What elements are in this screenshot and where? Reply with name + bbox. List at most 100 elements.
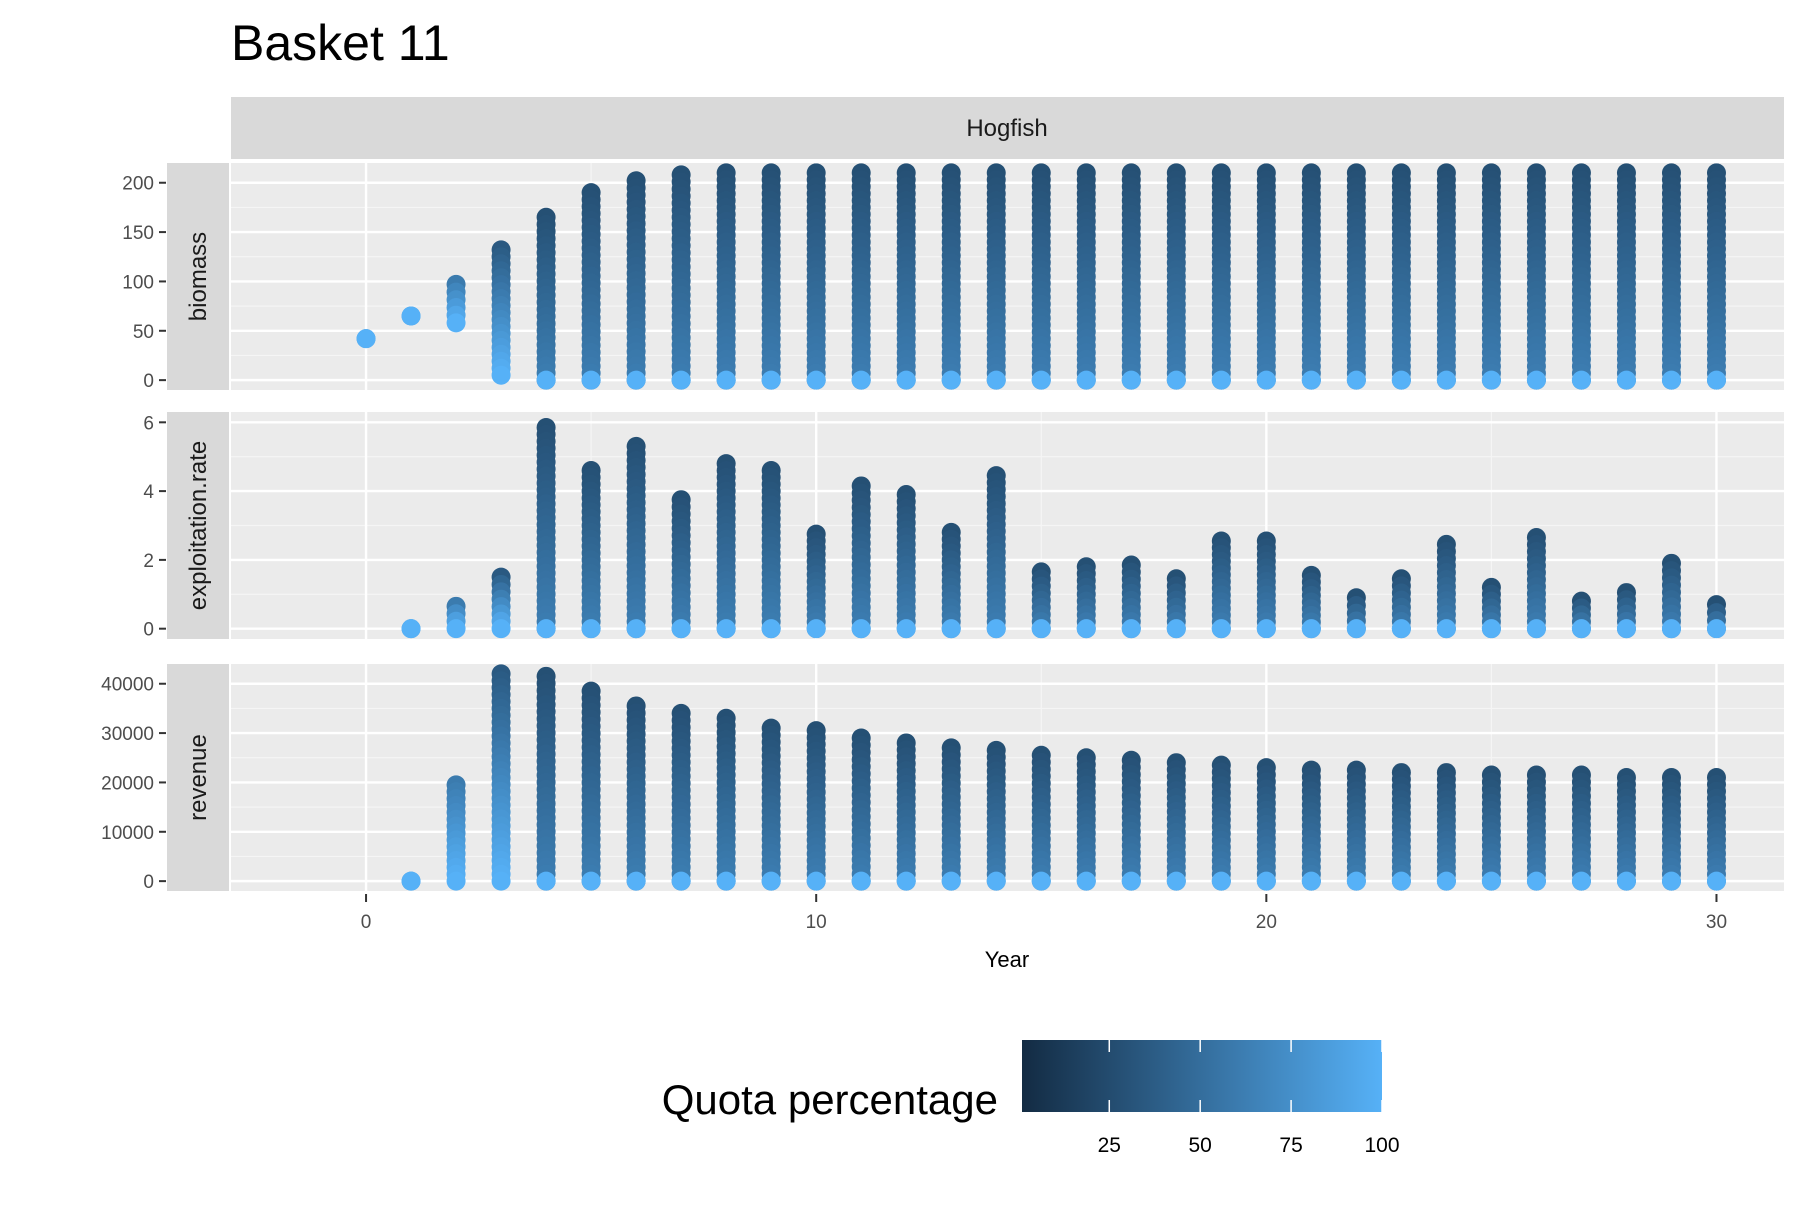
facet-strip-bg (231, 97, 1784, 159)
panel-background (231, 664, 1784, 891)
panel-strip-label: revenue (185, 734, 212, 821)
data-point (1211, 370, 1231, 390)
data-point (806, 871, 826, 891)
data-point (1526, 619, 1546, 639)
data-point (401, 306, 421, 326)
data-point (1571, 370, 1591, 390)
legend-tick-label: 25 (1098, 1134, 1121, 1157)
data-point (986, 370, 1006, 390)
data-point (1211, 871, 1231, 891)
y-tick-label: 150 (122, 223, 154, 244)
panel-revenue: revenue 0 10000 20000 30000 40000 (101, 664, 1784, 893)
data-point (1706, 619, 1726, 639)
x-tick-label: 0 (361, 912, 372, 933)
x-tick-label: 10 (806, 912, 827, 933)
panel-background (231, 163, 1784, 390)
data-point (1256, 370, 1276, 390)
y-tick-label: 200 (122, 174, 154, 195)
x-axis: 0 10 20 30 (361, 894, 1727, 933)
data-point (941, 370, 961, 390)
points (401, 417, 1726, 639)
data-point (1166, 871, 1186, 891)
data-point (1706, 871, 1726, 891)
data-point (1346, 871, 1366, 891)
data-point (1121, 871, 1141, 891)
data-point (1256, 871, 1276, 891)
legend-tick-label: 100 (1364, 1134, 1399, 1157)
data-point (401, 619, 421, 639)
data-point (1661, 370, 1681, 390)
panel-strip-label: exploitation.rate (185, 441, 212, 610)
data-point (986, 871, 1006, 891)
data-point (1436, 619, 1456, 639)
data-point (716, 619, 736, 639)
data-point (1076, 370, 1096, 390)
panel-biomass: biomass 0 50 100 150 200 (122, 163, 1784, 392)
data-point (761, 619, 781, 639)
facet-strip: Hogfish (231, 97, 1784, 159)
data-point (1616, 370, 1636, 390)
data-point (626, 871, 646, 891)
data-point (761, 871, 781, 891)
data-point (1031, 871, 1051, 891)
y-tick-label: 30000 (101, 724, 154, 745)
data-point (1391, 619, 1411, 639)
data-point (1616, 619, 1636, 639)
data-point (536, 871, 556, 891)
data-point (1571, 871, 1591, 891)
y-tick-label: 2 (143, 551, 154, 572)
data-point (356, 329, 376, 349)
data-point (1211, 619, 1231, 639)
data-point (941, 619, 961, 639)
data-point (1031, 619, 1051, 639)
panel-strip (167, 412, 229, 639)
data-point (671, 370, 691, 390)
panel-strip-label: biomass (185, 232, 212, 321)
data-point (1301, 619, 1321, 639)
data-point (1481, 619, 1501, 639)
data-point (446, 313, 466, 333)
data-point (716, 370, 736, 390)
data-point (1661, 619, 1681, 639)
data-point (1391, 871, 1411, 891)
data-point (536, 370, 556, 390)
data-point (671, 871, 691, 891)
data-point (626, 370, 646, 390)
panel-strip (167, 664, 229, 891)
data-point (1526, 370, 1546, 390)
data-point (806, 619, 826, 639)
legend-colorbar (1022, 1040, 1382, 1112)
data-point (896, 370, 916, 390)
data-point (446, 619, 466, 639)
data-point (1436, 370, 1456, 390)
data-point (761, 370, 781, 390)
data-point (1076, 871, 1096, 891)
y-tick-label: 50 (133, 322, 154, 343)
legend-tick-label: 50 (1189, 1134, 1212, 1157)
data-point (716, 871, 736, 891)
data-point (851, 619, 871, 639)
data-point (1571, 619, 1591, 639)
y-tick-label: 20000 (101, 773, 154, 794)
data-point (1301, 370, 1321, 390)
data-point (1661, 871, 1681, 891)
points (401, 664, 1726, 891)
y-tick-label: 0 (143, 620, 154, 641)
data-point (1121, 370, 1141, 390)
data-point (1166, 619, 1186, 639)
data-point (1526, 871, 1546, 891)
data-point (941, 871, 961, 891)
data-point (581, 619, 601, 639)
data-point (626, 619, 646, 639)
data-point (986, 619, 1006, 639)
legend-title: Quota percentage (662, 1076, 998, 1123)
data-point (851, 370, 871, 390)
data-point (851, 871, 871, 891)
data-point (491, 619, 511, 639)
data-point (536, 619, 556, 639)
data-point (401, 871, 421, 891)
data-point (446, 871, 466, 891)
data-point (806, 370, 826, 390)
data-point (1031, 370, 1051, 390)
